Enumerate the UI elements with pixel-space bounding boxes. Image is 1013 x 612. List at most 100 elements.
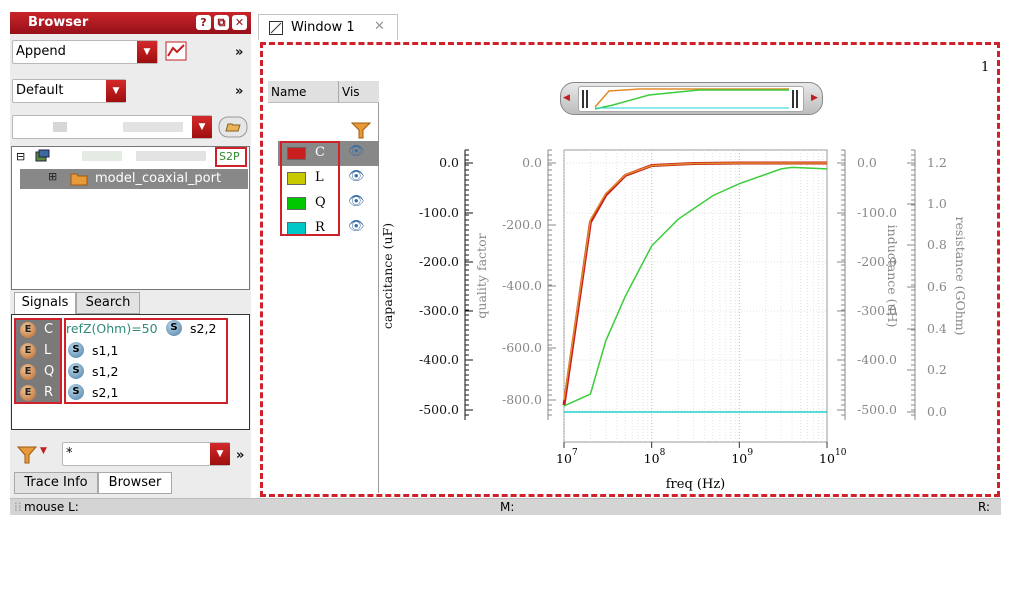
inductance-axis-label: inductance (uH) <box>885 225 900 328</box>
legend-row-l[interactable]: L 👁 <box>268 166 379 191</box>
legend-header: Name Vis <box>268 81 379 103</box>
signal-s22[interactable]: s2,2 <box>190 321 217 336</box>
series-line-q <box>563 166 828 407</box>
legend-row-q[interactable]: Q 👁 <box>268 191 379 216</box>
visibility-eye-icon[interactable]: 👁 <box>348 194 365 209</box>
restore-icon[interactable]: ⧉ <box>214 15 229 30</box>
resistance-tick-label: 0.6 <box>927 279 947 294</box>
s-parameter-icon: S <box>68 384 84 400</box>
capacitance-tick-label: -400.0 <box>419 352 459 367</box>
legend-filter-icon[interactable] <box>351 121 371 139</box>
close-icon[interactable]: ✕ <box>232 15 247 30</box>
signal-s11[interactable]: s1,1 <box>92 343 119 358</box>
signal-s21[interactable]: s2,1 <box>92 385 119 400</box>
dataset-icon <box>35 149 50 162</box>
view-dropdown-icon[interactable]: ▼ <box>106 80 126 102</box>
expression-icon: E <box>20 364 36 380</box>
tree-expand-icon[interactable]: ⊞ <box>48 170 58 183</box>
status-mouse-m: M: <box>500 500 515 514</box>
resistance-tick-label: 0.4 <box>927 321 947 336</box>
tab-browser-label: Browser <box>108 475 162 490</box>
status-mouse-l: mouse L: <box>24 500 79 514</box>
x-tick-label: 10 <box>731 451 747 466</box>
legend-label: R <box>315 220 325 235</box>
legend-header-vis: Vis <box>342 85 360 99</box>
range-slider[interactable]: ◀ ▶ <box>560 82 823 115</box>
plot-area[interactable]: 1 Name Vis C 👁 L 👁 Q 👁 R 👁 ◀ ▶ 10 7 10 8 10 9 10 10 fre <box>260 42 1000 497</box>
filter-dropdown-icon[interactable]: ▼ <box>40 446 47 456</box>
tab-window-1[interactable]: Window 1 ✕ <box>258 14 398 40</box>
capacitance-tick-label: 0.0 <box>439 155 459 170</box>
slider-window[interactable] <box>578 86 804 112</box>
quality-factor-tick-label: -200.0 <box>502 217 542 232</box>
tab-search[interactable]: Search <box>76 292 140 314</box>
s2p-file-tag-label: S2P <box>219 150 240 163</box>
s2p-file-tag[interactable]: S2P <box>215 147 247 167</box>
s-param-highlight <box>64 318 228 404</box>
slider-right-handle[interactable] <box>792 90 798 108</box>
x-tick-label: 10 <box>819 451 835 466</box>
inductance-tick-label: 0.0 <box>857 155 877 170</box>
legend-row-r[interactable]: R 👁 <box>268 216 379 241</box>
s-parameter-icon: S <box>68 342 84 358</box>
graph-window-icon <box>269 21 283 35</box>
quality-factor-axis-label: quality factor <box>474 233 489 318</box>
page-number: 1 <box>981 60 990 75</box>
s-parameter-icon: S <box>166 320 182 336</box>
tab-signals[interactable]: Signals <box>14 292 76 314</box>
filter-select-dropdown-icon[interactable]: ▼ <box>210 443 230 465</box>
path-select[interactable] <box>12 115 212 139</box>
signals-list[interactable]: E C E L E Q E R refZ(Ohm)=50 S s2,2 S s1… <box>11 314 250 430</box>
expand-chevron-icon[interactable]: » <box>235 84 244 99</box>
legend-panel: Name Vis C 👁 L 👁 Q 👁 R 👁 <box>268 81 379 493</box>
signal-s12[interactable]: s1,2 <box>92 364 119 379</box>
tab-browser[interactable]: Browser <box>98 472 172 494</box>
expr-signal-r[interactable]: R <box>44 385 54 400</box>
slider-right-arrow-icon[interactable]: ▶ <box>811 93 818 103</box>
expr-signal-l[interactable]: L <box>44 343 52 358</box>
quality-factor-tick-label: -400.0 <box>502 278 542 293</box>
slider-left-handle[interactable] <box>582 90 588 108</box>
expr-signal-highlight <box>14 318 62 404</box>
inductance-tick-label: -500.0 <box>857 402 897 417</box>
tab-trace-info[interactable]: Trace Info <box>14 472 98 494</box>
visibility-eye-icon[interactable]: 👁 <box>348 169 365 184</box>
status-bar: ⁞⁞ mouse L: M: R: <box>10 498 1001 515</box>
inductance-tick-label: -200.0 <box>857 254 897 269</box>
refz-label[interactable]: refZ(Ohm)=50 <box>66 321 158 336</box>
view-select-value: Default <box>16 83 64 98</box>
open-folder-icon[interactable] <box>218 116 248 138</box>
tree-folder-label: model_coaxial_port <box>95 171 222 186</box>
expand-chevron-icon[interactable]: » <box>236 448 245 463</box>
expr-signal-c[interactable]: C <box>44 322 54 337</box>
file-tree[interactable]: ⊟ S2P ⊞ model_coaxial_port <box>11 146 250 290</box>
help-icon[interactable]: ? <box>196 15 211 30</box>
visibility-eye-icon[interactable]: 👁 <box>348 219 365 234</box>
x-tick-exponent: 8 <box>660 448 666 458</box>
tree-folder-row[interactable]: ⊞ model_coaxial_port <box>20 169 248 189</box>
mode-dropdown-icon[interactable]: ▼ <box>137 41 157 63</box>
x-tick-label: 10 <box>644 451 660 466</box>
browser-panel: Browser ? ⧉ ✕ Append ▼ » Default ▼ » ▼ ⊟… <box>10 12 251 498</box>
status-mouse-r: R: <box>978 500 991 514</box>
filter-icon[interactable] <box>16 444 38 466</box>
window-tab-label: Window 1 <box>291 20 355 35</box>
graph-icon[interactable] <box>165 41 187 61</box>
visibility-eye-icon[interactable]: 👁 <box>348 144 365 159</box>
tree-collapse-icon[interactable]: ⊟ <box>16 150 26 163</box>
filter-input[interactable]: * <box>62 442 230 466</box>
resistance-tick-label: 0.8 <box>927 237 947 252</box>
slider-left-arrow-icon[interactable]: ◀ <box>563 93 570 103</box>
mode-select[interactable]: Append <box>12 40 158 64</box>
x-tick-exponent: 7 <box>572 448 578 458</box>
legend-label: L <box>315 170 324 185</box>
resistance-tick-label: 0.0 <box>927 404 947 419</box>
filter-input-value: * <box>66 446 73 461</box>
mode-select-value: Append <box>16 44 66 59</box>
close-tab-icon[interactable]: ✕ <box>374 19 385 34</box>
expr-signal-q[interactable]: Q <box>44 364 55 379</box>
path-dropdown-icon[interactable]: ▼ <box>192 116 212 138</box>
legend-row-c[interactable]: C 👁 <box>268 141 379 166</box>
expand-chevron-icon[interactable]: » <box>235 45 244 60</box>
